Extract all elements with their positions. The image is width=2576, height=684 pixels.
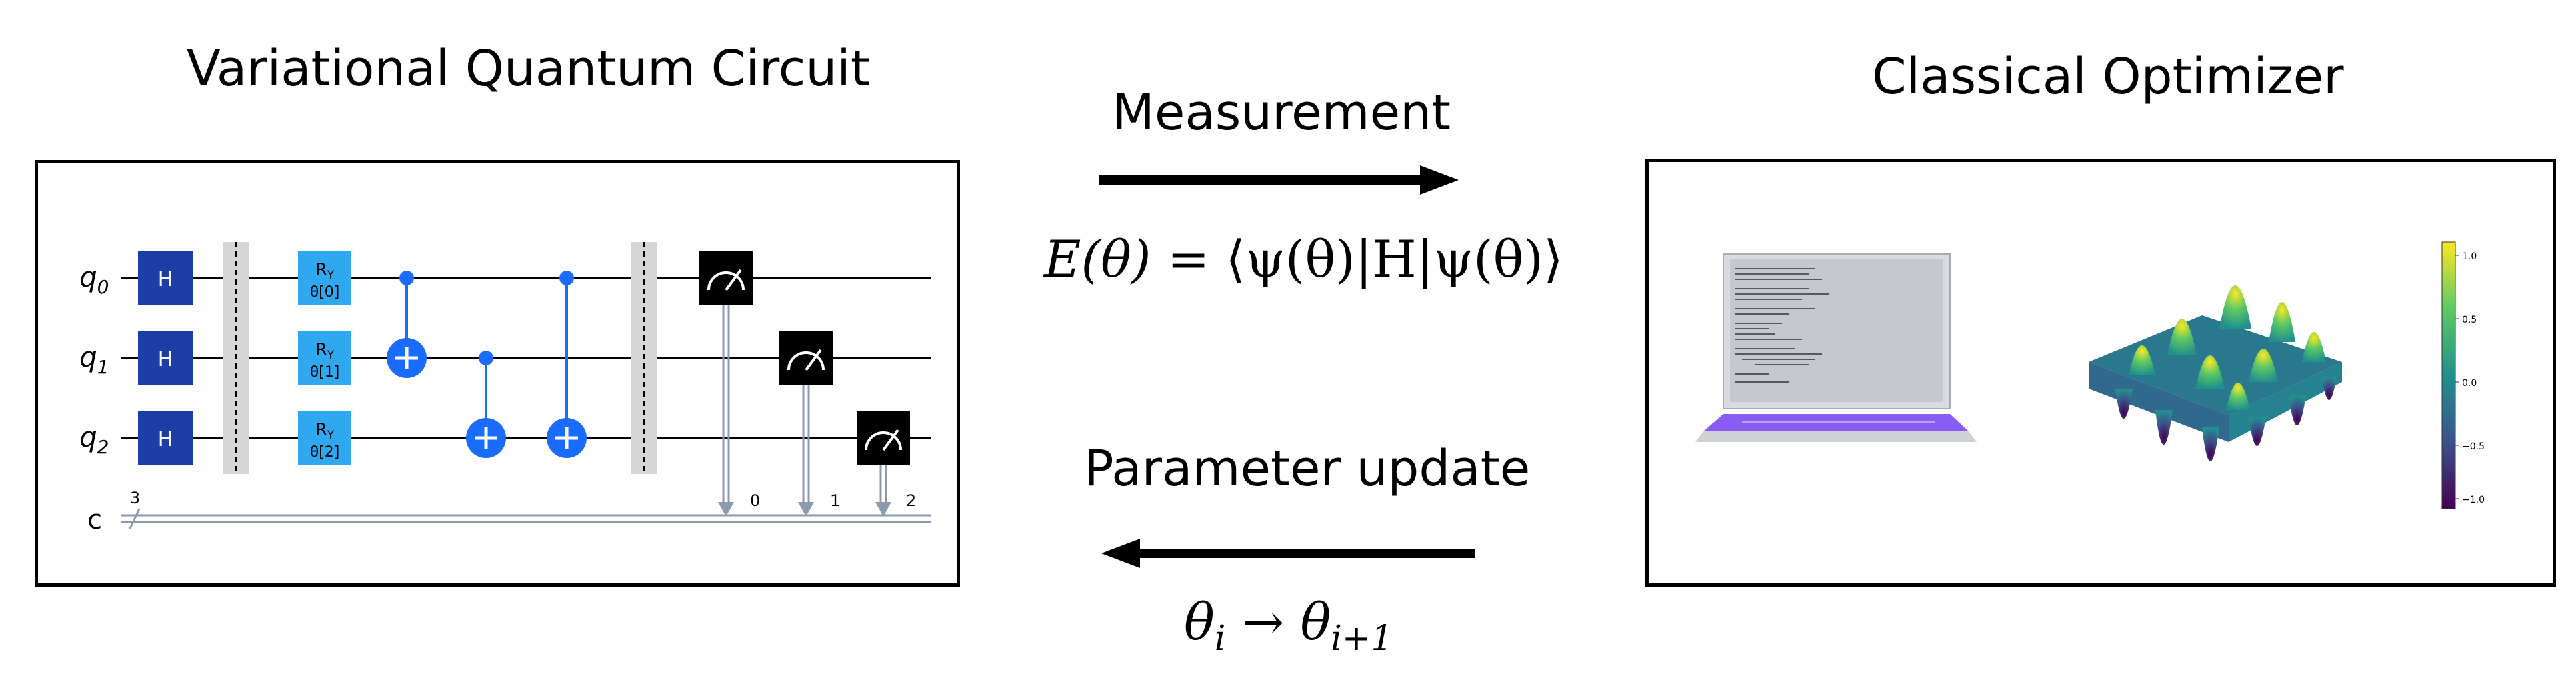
colorbar-tick-2: 0.0 xyxy=(2462,378,2477,389)
qubit-label-1: q1 xyxy=(79,341,109,378)
circuit-panel: q0 q1 q2 c 3 H H H RY θ[0] RY θ[1] RY θ[… xyxy=(35,160,960,587)
colorbar-tick-1: 0.5 xyxy=(2462,315,2477,325)
qubit-label-0: q0 xyxy=(79,261,109,298)
code-screen-icon xyxy=(1695,253,1977,442)
measurement-label: Measurement xyxy=(1112,84,1451,141)
optimizer-panel: 1.0 0.5 0.0 −0.5 −1.0 xyxy=(1645,159,2556,587)
theta-i-sub: i xyxy=(1214,619,1226,659)
ry-gate-q0[interactable] xyxy=(298,251,351,305)
ry-gate-q2-param: θ[2] xyxy=(310,444,340,461)
parameter-update-label: Parameter update xyxy=(1084,440,1531,497)
ry-gate-q1[interactable] xyxy=(298,331,351,385)
update-arrow-glyph: → xyxy=(1241,592,1285,651)
colorbar-tick-3: −0.5 xyxy=(2462,441,2485,452)
classical-label: c xyxy=(87,505,102,535)
ry-gate-q0-param: θ[0] xyxy=(310,284,340,301)
cnot-1-control[interactable] xyxy=(399,271,414,285)
meter-icon xyxy=(865,429,902,451)
ry-gate-q1-param: θ[1] xyxy=(310,364,340,381)
cnot-3-control[interactable] xyxy=(559,271,574,285)
energy-landscape-surface xyxy=(2089,285,2342,461)
h-gate-q2[interactable] xyxy=(138,411,193,465)
theta-i: θ xyxy=(1184,592,1215,651)
theta-next-sub: i+1 xyxy=(1331,619,1393,659)
ry-gate-q2-name: RY xyxy=(315,420,335,442)
ry-gate-q2[interactable] xyxy=(298,411,351,465)
update-formula: θi → θi+1 xyxy=(1184,592,1393,660)
ry-gate-q0-name: RY xyxy=(315,260,335,282)
measure-bit-1: 1 xyxy=(830,491,840,510)
h-gate-q2-label: H xyxy=(158,428,173,451)
measure-gate-q2[interactable] xyxy=(857,411,910,465)
ry-gate-q1-name: RY xyxy=(315,340,335,362)
measure-1-arrowhead xyxy=(798,502,814,517)
measure-gate-q0[interactable] xyxy=(699,251,753,305)
right-title: Classical Optimizer xyxy=(1872,48,2344,105)
energy-lhs: E(θ) xyxy=(1044,229,1151,289)
measurement-arrow xyxy=(1099,165,1459,195)
classical-count: 3 xyxy=(130,489,140,507)
energy-formula: E(θ) = ⟨ψ(θ)|H|ψ(θ)⟩ xyxy=(1044,229,1563,289)
meter-icon xyxy=(787,349,825,371)
energy-rhs: = ⟨ψ(θ)|H|ψ(θ)⟩ xyxy=(1167,229,1563,289)
h-gate-q0-label: H xyxy=(158,268,173,291)
cnot-2-control[interactable] xyxy=(479,351,493,365)
meter-icon xyxy=(707,269,745,291)
h-gate-q1-label: H xyxy=(158,348,173,371)
parameter-update-arrow xyxy=(1101,539,1475,568)
h-gate-q1[interactable] xyxy=(138,331,193,385)
theta-next: θ xyxy=(1300,592,1331,651)
colorbar xyxy=(2441,241,2456,509)
measure-2-arrowhead xyxy=(875,502,891,517)
colorbar-tick-0: 1.0 xyxy=(2462,251,2477,262)
optimizer-illustration: 1.0 0.5 0.0 −0.5 −1.0 xyxy=(1695,241,2485,509)
left-title: Variational Quantum Circuit xyxy=(187,40,870,97)
measure-bit-0: 0 xyxy=(750,491,760,510)
measure-gate-q1[interactable] xyxy=(779,331,833,385)
classical-bundle-slash xyxy=(129,508,141,529)
measure-bit-2: 2 xyxy=(906,491,916,510)
colorbar-tick-4: −1.0 xyxy=(2462,495,2485,505)
measure-0-arrowhead xyxy=(718,502,734,517)
qubit-label-2: q2 xyxy=(79,421,109,458)
h-gate-q0[interactable] xyxy=(138,251,193,305)
quantum-circuit: q0 q1 q2 c 3 H H H RY θ[0] RY θ[1] RY θ[… xyxy=(79,242,931,535)
